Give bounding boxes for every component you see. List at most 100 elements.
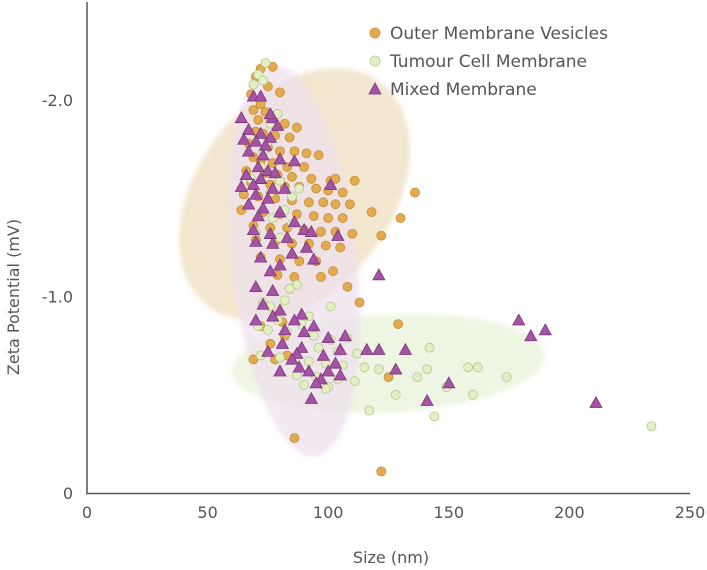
data-point-mixed-membrane bbox=[263, 107, 277, 120]
data-point-tumour-cell-membrane bbox=[275, 352, 285, 363]
data-point-mixed-membrane bbox=[372, 268, 386, 281]
data-point-tumour-cell-membrane bbox=[349, 376, 360, 386]
data-point-mixed-membrane bbox=[294, 307, 309, 320]
data-point-mixed-membrane bbox=[323, 177, 338, 190]
data-point-mixed-membrane bbox=[268, 166, 282, 179]
data-point-outer-membrane-vesicles bbox=[308, 211, 319, 221]
data-point-outer-membrane-vesicles bbox=[354, 297, 365, 308]
data-point-tumour-cell-membrane bbox=[364, 405, 375, 416]
data-point-mixed-membrane bbox=[328, 356, 343, 369]
data-point-mixed-membrane bbox=[589, 395, 603, 408]
data-point-outer-membrane-vesicles bbox=[342, 281, 353, 292]
data-point-tumour-cell-membrane bbox=[424, 342, 435, 353]
legend-item-outer-membrane-vesicles: Outer Membrane Vesicles bbox=[369, 24, 608, 44]
x-axis-title: Size (nm) bbox=[353, 548, 429, 567]
data-point-mixed-membrane bbox=[249, 187, 263, 200]
data-point-mixed-membrane bbox=[278, 323, 292, 336]
data-point-mixed-membrane bbox=[302, 364, 316, 377]
data-point-mixed-membrane bbox=[287, 215, 302, 228]
data-point-mixed-membrane bbox=[285, 352, 299, 365]
data-point-mixed-membrane bbox=[273, 303, 287, 316]
data-point-mixed-membrane bbox=[290, 346, 304, 359]
data-point-mixed-membrane bbox=[321, 331, 335, 344]
data-point-outer-membrane-vesicles bbox=[323, 213, 334, 223]
data-point-mixed-membrane bbox=[234, 111, 249, 124]
data-point-tumour-cell-membrane bbox=[299, 380, 309, 390]
data-points bbox=[234, 57, 657, 477]
data-point-mixed-membrane bbox=[280, 230, 294, 243]
data-point-mixed-membrane bbox=[249, 234, 263, 247]
y-axis-title: Zeta Potential (mV) bbox=[4, 219, 23, 375]
data-point-tumour-cell-membrane bbox=[308, 330, 319, 341]
data-point-mixed-membrane bbox=[538, 323, 552, 336]
data-point-mixed-membrane bbox=[273, 258, 287, 271]
y-ticks: 0 -1.0 -2.0 bbox=[42, 91, 73, 503]
data-point-outer-membrane-vesicles bbox=[393, 319, 404, 329]
data-point-mixed-membrane bbox=[261, 191, 275, 204]
data-point-mixed-membrane bbox=[246, 223, 261, 236]
data-point-mixed-membrane bbox=[299, 240, 314, 253]
data-point-mixed-membrane bbox=[253, 250, 268, 263]
data-point-tumour-cell-membrane bbox=[472, 362, 483, 373]
data-point-outer-membrane-vesicles bbox=[299, 162, 309, 172]
data-point-tumour-cell-membrane bbox=[325, 301, 336, 312]
data-point-outer-membrane-vesicles bbox=[316, 226, 326, 237]
data-point-mixed-membrane bbox=[273, 152, 287, 165]
data-point-outer-membrane-vesicles bbox=[313, 150, 324, 161]
data-point-tumour-cell-membrane bbox=[287, 191, 297, 202]
data-point-outer-membrane-vesicles bbox=[395, 213, 406, 223]
data-point-mixed-membrane bbox=[297, 223, 311, 236]
data-point-outer-membrane-vesicles bbox=[289, 433, 300, 443]
data-point-mixed-membrane bbox=[287, 154, 302, 167]
data-point-mixed-membrane bbox=[278, 181, 292, 194]
data-point-mixed-membrane bbox=[241, 122, 256, 135]
y-tick-label: -1.0 bbox=[42, 288, 73, 307]
x-ticks: 0 50 100 150 200 250 bbox=[82, 503, 705, 522]
data-point-tumour-cell-membrane bbox=[294, 183, 305, 194]
data-point-outer-membrane-vesicles bbox=[304, 197, 314, 208]
data-point-mixed-membrane bbox=[263, 264, 277, 277]
data-point-outer-membrane-vesicles bbox=[301, 148, 312, 159]
data-point-tumour-cell-membrane bbox=[390, 389, 401, 400]
data-point-outer-membrane-vesicles bbox=[410, 187, 420, 198]
data-point-mixed-membrane bbox=[266, 181, 280, 194]
x-tick-label: 150 bbox=[434, 503, 465, 522]
data-point-mixed-membrane bbox=[524, 329, 538, 342]
data-point-mixed-membrane bbox=[249, 313, 263, 326]
data-point-mixed-membrane bbox=[297, 325, 311, 338]
data-point-outer-membrane-vesicles bbox=[248, 105, 259, 115]
legend-label: Tumour Cell Membrane bbox=[389, 52, 587, 72]
data-point-mixed-membrane bbox=[285, 246, 299, 259]
data-point-mixed-membrane bbox=[256, 297, 270, 310]
data-point-mixed-membrane bbox=[307, 319, 321, 332]
data-point-mixed-membrane bbox=[333, 368, 347, 381]
data-point-mixed-membrane bbox=[241, 144, 256, 157]
data-point-outer-membrane-vesicles bbox=[253, 114, 264, 125]
data-point-tumour-cell-membrane bbox=[646, 421, 657, 432]
legend-marker-circle-orange bbox=[369, 27, 381, 39]
data-point-mixed-membrane bbox=[249, 134, 263, 147]
x-tick-label: 100 bbox=[313, 503, 344, 522]
data-point-outer-membrane-vesicles bbox=[279, 118, 290, 129]
legend-item-mixed-membrane: Mixed Membrane bbox=[368, 80, 537, 100]
data-point-mixed-membrane bbox=[294, 340, 309, 353]
data-point-mixed-membrane bbox=[309, 376, 323, 389]
x-tick-label: 250 bbox=[675, 503, 706, 522]
data-point-tumour-cell-membrane bbox=[501, 372, 512, 383]
data-point-outer-membrane-vesicles bbox=[287, 171, 297, 182]
data-point-mixed-membrane bbox=[372, 342, 386, 355]
data-point-tumour-cell-membrane bbox=[284, 283, 295, 294]
data-point-mixed-membrane bbox=[270, 118, 285, 131]
data-point-outer-membrane-vesicles bbox=[349, 175, 360, 186]
data-point-mixed-membrane bbox=[266, 309, 280, 322]
data-point-mixed-membrane bbox=[256, 148, 270, 161]
data-point-outer-membrane-vesicles bbox=[294, 256, 305, 267]
data-point-outer-membrane-vesicles bbox=[291, 122, 302, 133]
data-point-tumour-cell-membrane bbox=[260, 57, 271, 68]
data-point-outer-membrane-vesicles bbox=[328, 266, 338, 276]
data-point-mixed-membrane bbox=[237, 132, 251, 145]
data-point-outer-membrane-vesicles bbox=[320, 240, 331, 251]
data-point-tumour-cell-membrane bbox=[248, 79, 259, 90]
data-point-tumour-cell-membrane bbox=[359, 362, 370, 373]
data-point-mixed-membrane bbox=[251, 209, 265, 222]
